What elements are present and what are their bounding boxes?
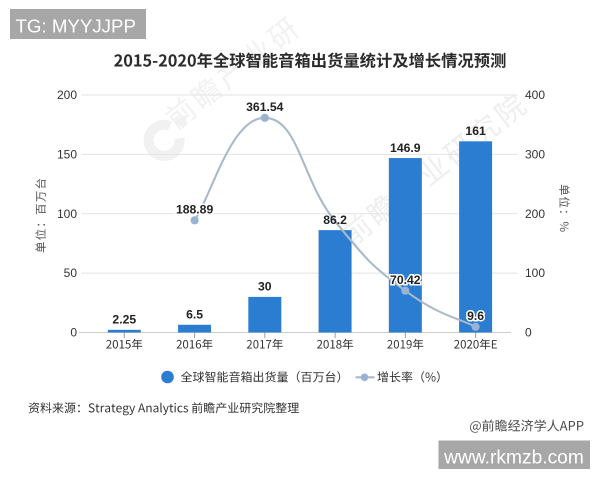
svg-text:200: 200 (57, 88, 77, 102)
svg-text:50: 50 (64, 266, 78, 280)
svg-text:100: 100 (57, 207, 77, 221)
svg-text:70.42: 70.42 (390, 273, 421, 287)
svg-text:161: 161 (465, 124, 486, 138)
svg-text:86.2: 86.2 (323, 213, 347, 227)
svg-text:6.5: 6.5 (186, 308, 203, 322)
svg-text:200: 200 (525, 207, 545, 221)
svg-text:www.rkmzb.com: www.rkmzb.com (443, 448, 584, 469)
svg-text:146.9: 146.9 (390, 141, 421, 155)
svg-text:361.54: 361.54 (246, 100, 283, 114)
svg-text:300: 300 (525, 147, 545, 161)
svg-text:150: 150 (57, 147, 77, 161)
svg-text:0: 0 (70, 326, 77, 340)
svg-text:9.6: 9.6 (467, 309, 484, 323)
svg-text:400: 400 (525, 88, 545, 102)
svg-text:188.89: 188.89 (176, 203, 213, 217)
svg-text:100: 100 (525, 266, 545, 280)
svg-text:0: 0 (525, 326, 532, 340)
svg-text:2.25: 2.25 (112, 313, 136, 327)
svg-text:TG: MYYJJPP: TG: MYYJJPP (16, 16, 136, 37)
svg-text:30: 30 (258, 280, 272, 294)
